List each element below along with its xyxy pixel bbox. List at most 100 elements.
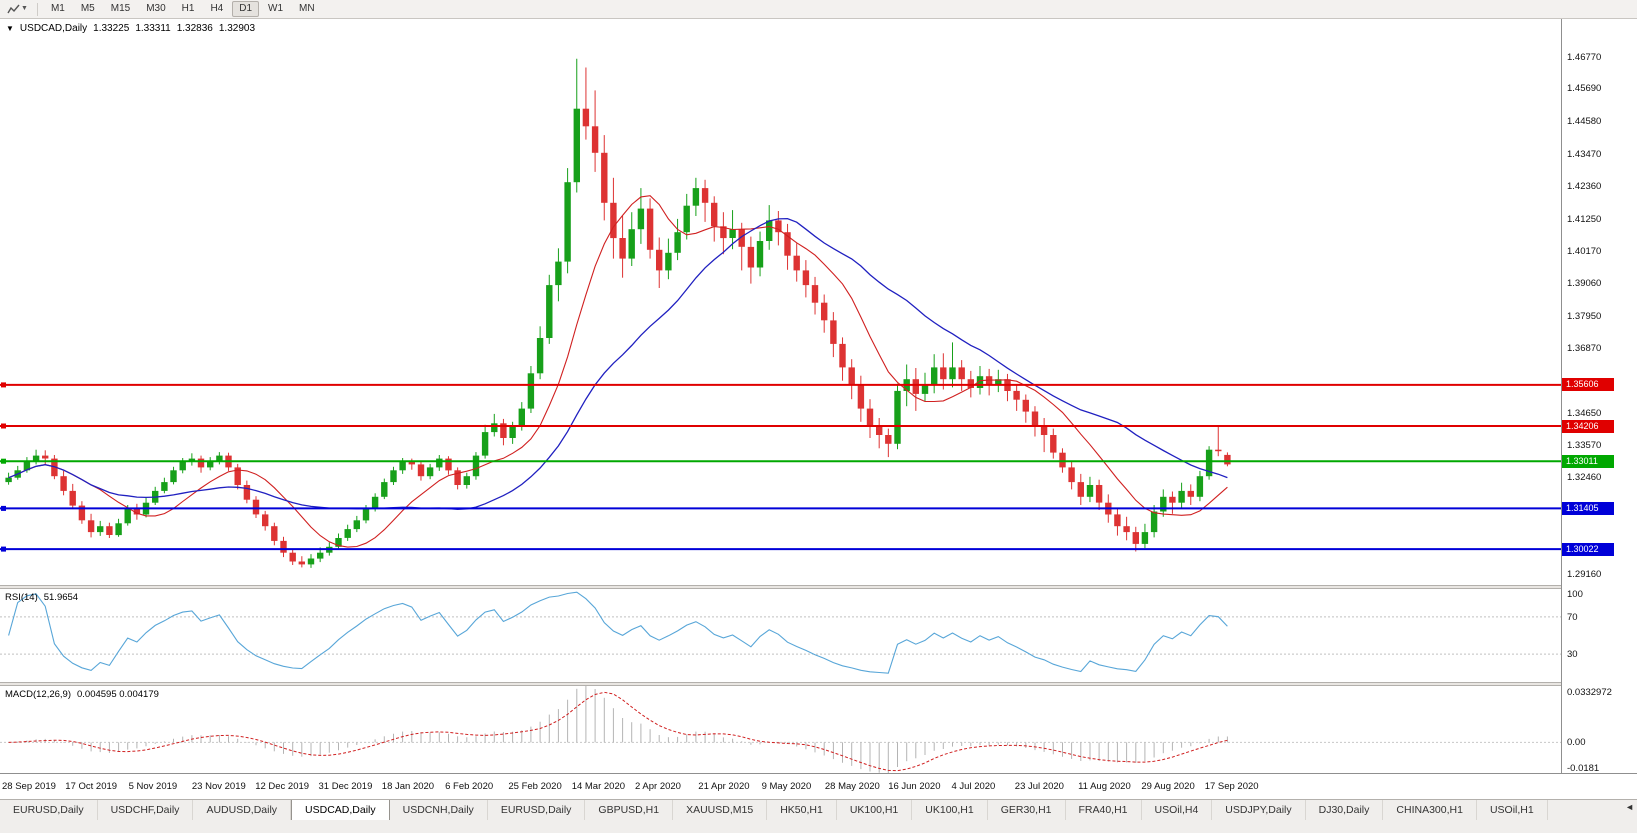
chart-tab-gbpusd-h1[interactable]: GBPUSD,H1: [585, 800, 674, 820]
candle: [692, 188, 700, 206]
candle: [399, 461, 406, 471]
candle: [280, 540, 287, 553]
rsi-pane[interactable]: [0, 589, 1561, 682]
chart-tab-usdchf-daily[interactable]: USDCHF,Daily: [98, 800, 194, 820]
chart-tab-usdcad-daily[interactable]: USDCAD,Daily: [291, 800, 390, 820]
candle: [42, 455, 49, 459]
candle: [1050, 435, 1057, 453]
pane-separator[interactable]: [0, 682, 1637, 686]
time-axis-label: 9 May 2020: [761, 781, 812, 792]
candle: [344, 529, 351, 538]
candle: [940, 367, 947, 380]
chart-tab-usdcnh-daily[interactable]: USDCNH,Daily: [390, 800, 488, 820]
macd-name: MACD(12,26,9): [5, 689, 71, 700]
chart-tab-china300-h1[interactable]: CHINA300,H1: [1383, 800, 1477, 820]
chart-tab-usdjpy-daily[interactable]: USDJPY,Daily: [1212, 800, 1306, 820]
candle: [1077, 482, 1084, 497]
candle: [1013, 390, 1020, 400]
pane-separator[interactable]: [0, 585, 1637, 589]
low-value: 1.32836: [176, 23, 213, 34]
candle: [701, 188, 709, 203]
candle: [87, 520, 95, 533]
timeframe-button-w1[interactable]: W1: [268, 3, 284, 14]
line-handle[interactable]: [1, 546, 6, 552]
price-axis-label: 1.33570: [1567, 439, 1602, 451]
candle: [1132, 532, 1139, 544]
candle: [876, 426, 883, 435]
tab-scroll-arrow[interactable]: ◄: [1625, 802, 1634, 812]
timeframe-button-h1[interactable]: H1: [181, 3, 195, 14]
chart-tab-uk100-h1[interactable]: UK100,H1: [837, 800, 913, 820]
timeframe-button-m1[interactable]: M1: [50, 3, 65, 14]
timeframe-button-m30[interactable]: M30: [146, 3, 166, 14]
candle: [197, 458, 205, 468]
chart-tab-xauusd-m15[interactable]: XAUUSD,M15: [673, 800, 768, 820]
price-axis-label: 1.36870: [1567, 342, 1602, 354]
candle: [1095, 485, 1103, 503]
price-axis-label: 1.37950: [1567, 310, 1602, 322]
candle: [317, 552, 324, 559]
candle: [51, 458, 58, 477]
candle: [1187, 490, 1194, 497]
candle: [1224, 454, 1231, 465]
candle: [775, 220, 782, 233]
timeframe-buttons: M1 M5 M15 M30 H1 H4 D1 W1 MN: [44, 1, 322, 17]
candle: [1215, 449, 1222, 452]
rsi-axis-label: 70: [1567, 611, 1578, 623]
chart-tab-eurusd-daily[interactable]: EURUSD,Daily: [0, 800, 98, 820]
line-handle[interactable]: [1, 423, 6, 429]
chart-tab-audusd-daily[interactable]: AUDUSD,Daily: [193, 800, 292, 820]
time-axis[interactable]: 28 Sep 2019 17 Oct 2019 5 Nov 2019 23 Nov 2…: [0, 773, 1637, 799]
price-axis[interactable]: [1561, 19, 1637, 773]
candle: [298, 561, 305, 565]
rsi-axis-label: 30: [1567, 649, 1578, 661]
time-axis-label: 17 Sep 2020: [1204, 781, 1259, 792]
candle: [1150, 511, 1158, 533]
candle: [573, 108, 580, 183]
candle: [564, 182, 571, 262]
candle: [848, 367, 855, 385]
timeframe-button-mn[interactable]: MN: [299, 3, 315, 14]
line-handle[interactable]: [1, 382, 6, 388]
candle: [546, 285, 553, 338]
candle: [188, 458, 196, 462]
collapse-triangle-icon[interactable]: ▼: [6, 23, 14, 33]
chart-tab-usoil-h4[interactable]: USOil,H4: [1142, 800, 1213, 820]
candle: [1205, 449, 1213, 477]
chart-tab-eurusd-daily[interactable]: EURUSD,Daily: [488, 800, 586, 820]
chart-tab-dj30-daily[interactable]: DJ30,Daily: [1306, 800, 1384, 820]
rsi-indicator-label: RSI(14) 51.9654: [5, 592, 78, 603]
candle: [1160, 496, 1167, 512]
price-pane[interactable]: [0, 19, 1561, 585]
macd-pane[interactable]: [0, 686, 1561, 773]
time-axis-label: 25 Feb 2020: [508, 781, 562, 792]
chart-tab-hk50-h1[interactable]: HK50,H1: [767, 800, 837, 820]
time-axis-label: 29 Aug 2020: [1141, 781, 1195, 792]
timeframe-button-d1[interactable]: D1: [232, 1, 260, 17]
chart-mode-icon[interactable]: ▼: [4, 4, 31, 15]
candle: [436, 458, 443, 468]
chart-tab-usoil-h1[interactable]: USOil,H1: [1477, 800, 1548, 820]
chart-window[interactable]: 28 Sep 2019 17 Oct 2019 5 Nov 2019 23 Nov 2…: [0, 19, 1637, 799]
candle: [1141, 532, 1149, 544]
line-handle[interactable]: [1, 458, 6, 464]
chart-tab-uk100-h1[interactable]: UK100,H1: [912, 800, 988, 820]
time-axis-label: 12 Dec 2019: [255, 781, 310, 792]
hline-price-badge: 1.33011: [1562, 454, 1614, 468]
symbol-period-label: USDCAD,Daily: [19, 23, 88, 34]
candle: [454, 470, 461, 485]
candle: [445, 458, 452, 471]
chart-tab-ger30-h1[interactable]: GER30,H1: [988, 800, 1066, 820]
macd-axis-label: 0.00: [1567, 737, 1586, 749]
chart-tab-fra40-h1[interactable]: FRA40,H1: [1066, 800, 1142, 820]
timeframe-button-h4[interactable]: H4: [210, 3, 224, 14]
candle: [619, 238, 626, 259]
line-handle[interactable]: [1, 505, 6, 511]
timeframe-button-m15[interactable]: M15: [110, 3, 131, 14]
candle: [793, 255, 800, 271]
candle: [335, 538, 342, 547]
candle: [931, 367, 938, 385]
candle: [885, 435, 892, 444]
candle: [271, 526, 278, 541]
timeframe-button-m5[interactable]: M5: [80, 3, 95, 14]
